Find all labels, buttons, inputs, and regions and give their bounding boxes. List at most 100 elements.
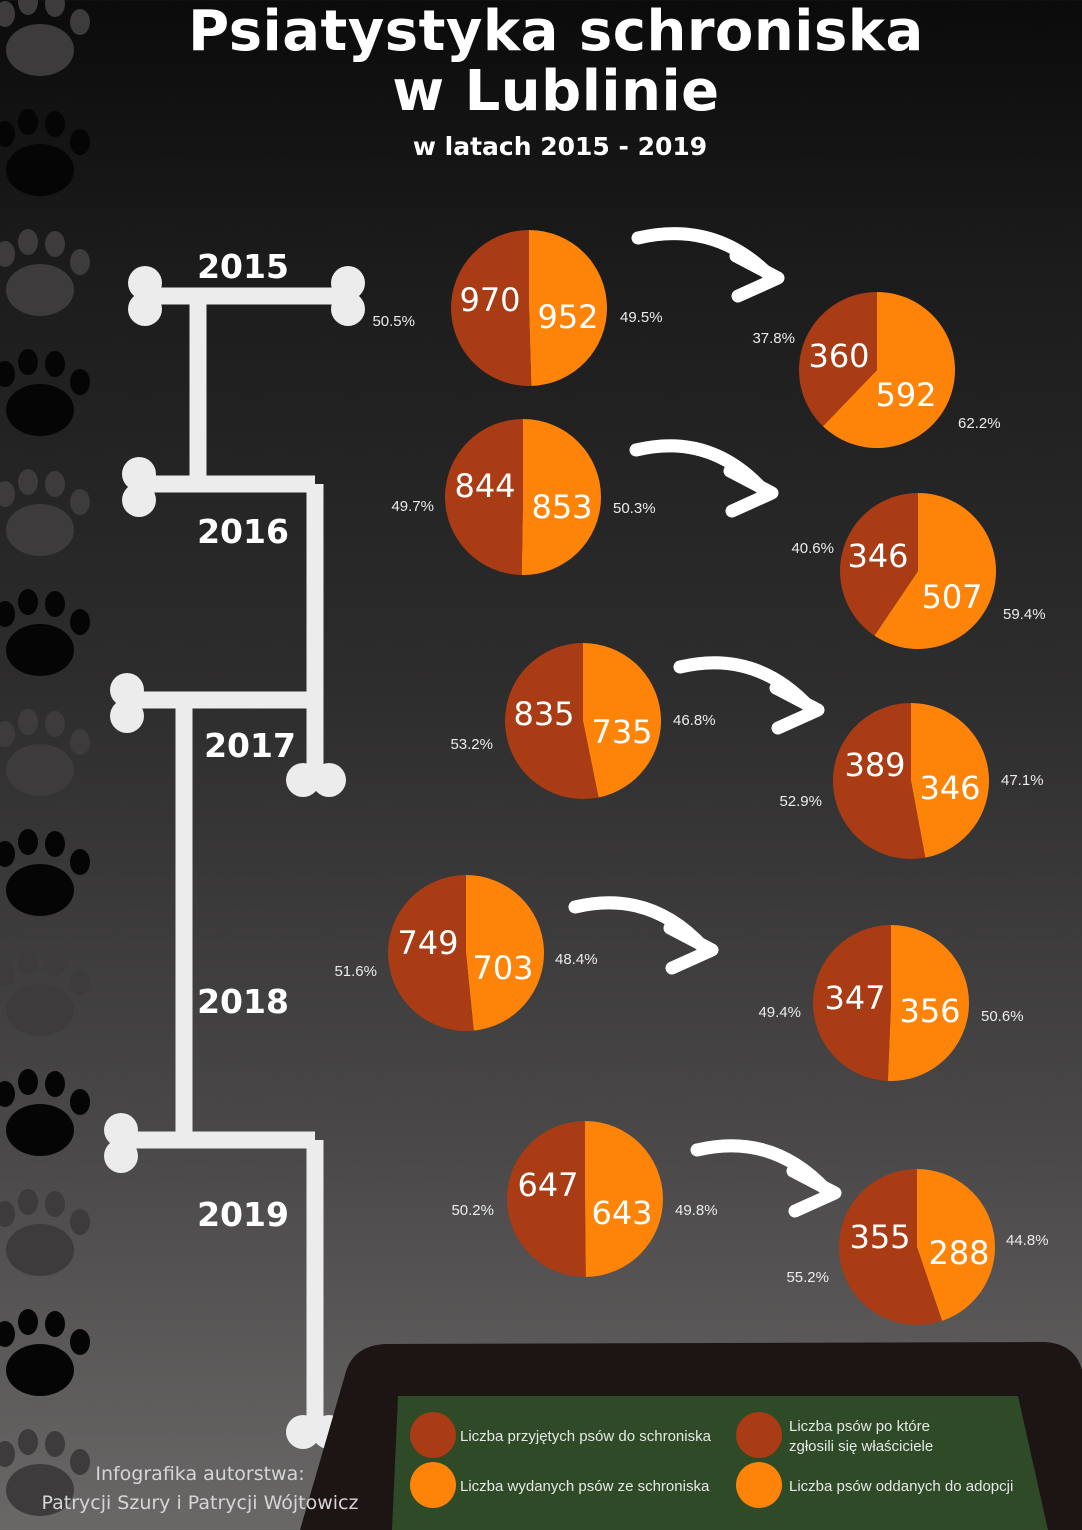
pie-slice-orange [466, 875, 545, 1031]
pie-value-adopted: 356 [899, 992, 960, 1030]
pie-slice-orange [583, 643, 661, 798]
legend-label-released: Liczba wydanych psów ze schroniska [460, 1478, 710, 1495]
pie-value-released: 952 [537, 298, 598, 336]
pct-label-released: 49.8% [675, 1202, 718, 1219]
legend-label-adopted: Liczba psów oddanych do adopcji [789, 1478, 1014, 1495]
pie-shelter-2019 [507, 1121, 664, 1277]
pie-slice-dark-orange [799, 292, 877, 427]
pie-slice-orange [585, 1121, 664, 1277]
pct-label-adopted: 47.1% [1001, 772, 1044, 789]
paw-print-icon [0, 589, 90, 676]
bone-end [331, 266, 365, 326]
pct-label-adopted: 44.8% [1006, 1232, 1049, 1249]
author-credit: Infografika autorstwa: Patrycji Szury i … [20, 1460, 380, 1518]
pie-slice-dark-orange [839, 493, 918, 636]
pct-label-accepted: 53.2% [450, 736, 493, 753]
pie-slice-orange [911, 703, 990, 858]
bone-end [286, 763, 346, 797]
pie-value-released: 853 [531, 488, 592, 526]
paw-print-icon [0, 1429, 90, 1516]
pie-value-owners: 347 [824, 979, 885, 1017]
paw-print-icon [0, 469, 90, 556]
pie-value-owners: 355 [849, 1218, 910, 1256]
legend-label-owners: Liczba psów po które zgłosili się właści… [789, 1418, 934, 1455]
paw-print-icon [0, 1189, 90, 1276]
paw-print-icon [0, 229, 90, 316]
pct-label-owners: 52.9% [779, 793, 822, 810]
bone-end [128, 266, 162, 326]
pie-shelter-2016 [444, 419, 601, 575]
pie-slice-dark-orange [812, 925, 891, 1081]
bone-end [110, 673, 144, 733]
credit-line-1: Infografika autorstwa: [95, 1463, 305, 1485]
pct-label-owners: 49.4% [758, 1004, 801, 1021]
pct-label-owners: 37.8% [752, 330, 795, 347]
paw-print-icon [0, 1309, 90, 1396]
paw-print-icon [0, 949, 90, 1036]
page-title: Psiatystyka schroniska w Lublinie [0, 2, 1082, 122]
paw-print-icon [0, 1069, 90, 1156]
pct-label-released: 49.5% [620, 309, 663, 326]
pie-slice-orange [887, 925, 969, 1081]
pct-label-accepted: 50.2% [451, 1202, 494, 1219]
pie-slice-dark-orange [839, 1169, 943, 1325]
arrow-right-icon [673, 656, 825, 735]
pct-label-released: 50.3% [613, 500, 656, 517]
pie-outcome-2016 [839, 493, 996, 649]
pie-value-adopted: 592 [875, 376, 936, 414]
pie-value-accepted: 835 [513, 695, 574, 733]
arrow-right-icon [631, 227, 785, 303]
pie-value-accepted: 844 [454, 467, 515, 505]
paw-print-icon [0, 349, 90, 436]
pct-label-owners: 55.2% [786, 1269, 829, 1286]
pie-value-accepted: 749 [397, 924, 458, 962]
year-label-2015: 2015 [197, 247, 289, 286]
pie-slice-orange [521, 419, 601, 575]
legend-swatch-orange [410, 1462, 456, 1508]
pie-value-owners: 360 [808, 337, 869, 375]
pie-outcome-2017 [833, 703, 990, 859]
year-label-2018: 2018 [197, 982, 289, 1021]
page-subtitle: w latach 2015 - 2019 [412, 132, 708, 161]
pie-slice-dark-orange [444, 419, 523, 575]
pie-slice-dark-orange [833, 703, 926, 859]
pie-outcome-2015 [799, 292, 956, 449]
pct-label-owners: 40.6% [791, 540, 834, 557]
title-line-2: w Lublinie [392, 59, 720, 124]
pie-slice-orange [874, 493, 996, 649]
legend-label-accepted: Liczba przyjętych psów do schroniska [460, 1428, 711, 1445]
pie-outcome-2019 [839, 1169, 996, 1325]
year-label-2017: 2017 [204, 726, 296, 765]
legend-swatch-dark-orange [736, 1412, 782, 1458]
pie-value-owners: 389 [844, 746, 905, 784]
title-line-1: Psiatystyka schroniska [188, 0, 924, 64]
paw-print-icon [0, 709, 90, 796]
pct-label-released: 46.8% [673, 712, 716, 729]
pie-shelter-2018 [388, 875, 545, 1032]
pie-value-adopted: 507 [921, 578, 982, 616]
bone-end [122, 457, 156, 517]
legend-swatch-dark-orange [410, 1412, 456, 1458]
legend-swatch-orange [736, 1462, 782, 1508]
paw-print-icon [0, 0, 90, 76]
pie-slice-orange [529, 230, 607, 386]
year-label-2016: 2016 [197, 512, 289, 551]
pie-value-accepted: 970 [459, 281, 520, 319]
arrow-right-icon [568, 896, 719, 975]
pct-label-adopted: 59.4% [1003, 606, 1046, 623]
credit-line-2: Patrycji Szury i Patrycji Wójtowicz [41, 1492, 359, 1514]
pct-label-released: 48.4% [555, 951, 598, 968]
pct-label-accepted: 49.7% [391, 498, 434, 515]
bowl-food [392, 1396, 1048, 1530]
arrow-right-icon [690, 1139, 842, 1218]
pie-slice-dark-orange [388, 875, 474, 1032]
pie-slice-orange [917, 1169, 996, 1321]
arrow-right-icon [629, 439, 779, 518]
pie-value-adopted: 346 [919, 769, 980, 807]
pie-slice-orange [822, 292, 956, 449]
pie-value-owners: 346 [847, 537, 908, 575]
